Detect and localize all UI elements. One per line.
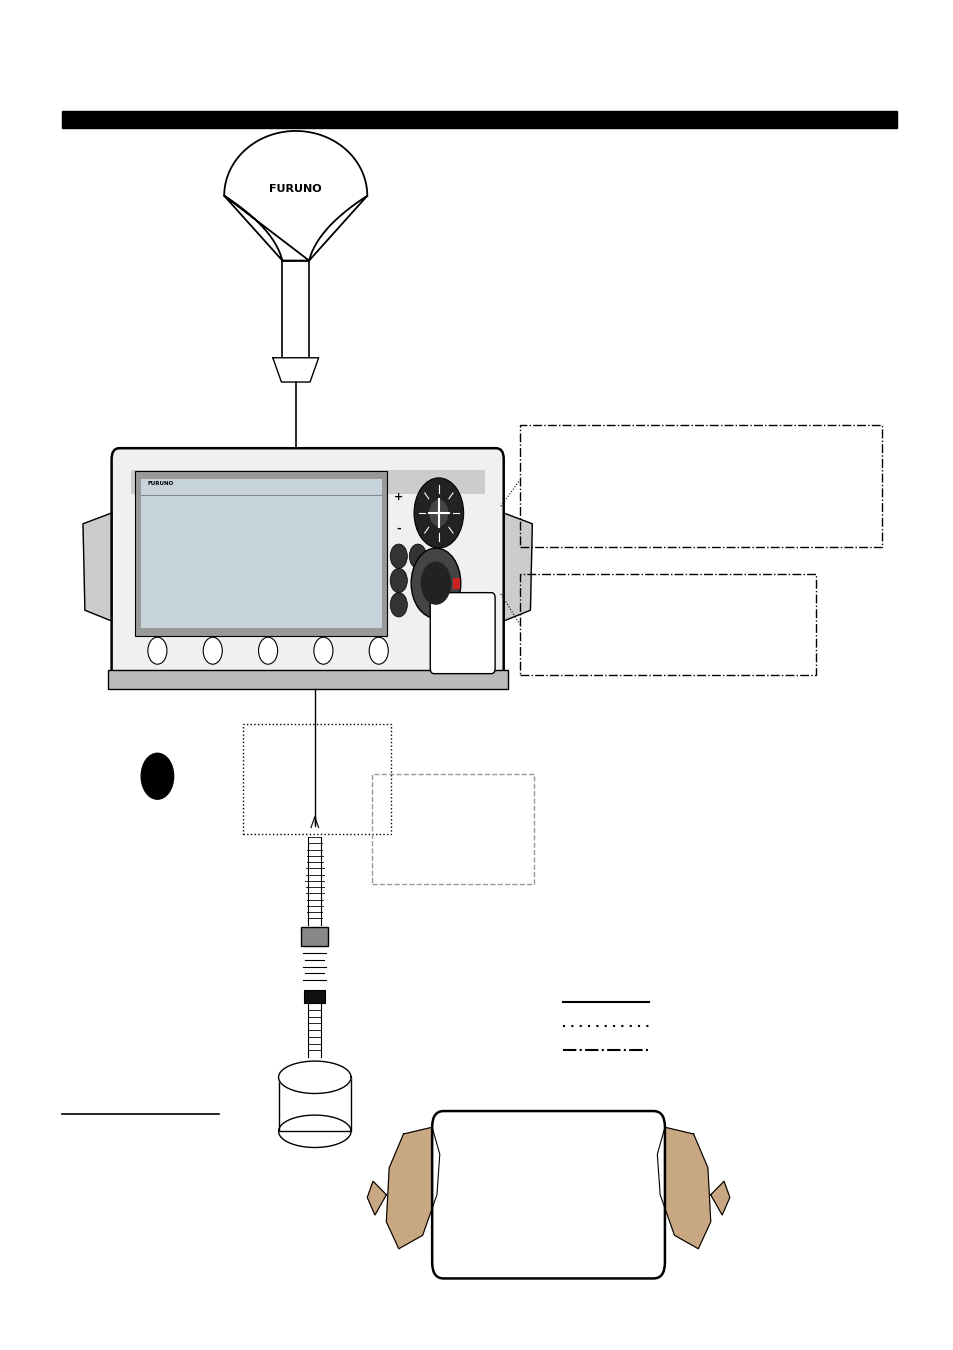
Circle shape bbox=[369, 637, 388, 664]
Circle shape bbox=[258, 637, 277, 664]
Polygon shape bbox=[273, 358, 318, 382]
Circle shape bbox=[411, 548, 460, 618]
Bar bbox=[372, 774, 534, 884]
FancyBboxPatch shape bbox=[112, 448, 503, 686]
Bar bbox=[278, 1077, 351, 1131]
Polygon shape bbox=[503, 513, 532, 621]
Bar bbox=[243, 724, 391, 834]
Text: +: + bbox=[394, 491, 403, 502]
Bar bbox=[453, 578, 459, 589]
Bar bbox=[304, 990, 325, 1003]
Polygon shape bbox=[386, 1127, 439, 1249]
Circle shape bbox=[414, 478, 463, 548]
Circle shape bbox=[420, 562, 451, 605]
FancyBboxPatch shape bbox=[432, 1111, 664, 1278]
Circle shape bbox=[314, 637, 333, 664]
Polygon shape bbox=[83, 513, 112, 621]
Text: -: - bbox=[396, 524, 400, 535]
Circle shape bbox=[390, 593, 407, 617]
Circle shape bbox=[409, 544, 426, 568]
Text: FURUNO: FURUNO bbox=[148, 481, 174, 486]
Polygon shape bbox=[278, 1061, 351, 1094]
FancyBboxPatch shape bbox=[430, 593, 495, 674]
Circle shape bbox=[203, 637, 222, 664]
Circle shape bbox=[390, 568, 407, 593]
Polygon shape bbox=[710, 1181, 729, 1215]
Bar bbox=[108, 670, 507, 688]
Bar bbox=[131, 470, 484, 494]
Bar bbox=[282, 261, 309, 358]
Bar bbox=[301, 927, 328, 946]
Circle shape bbox=[148, 637, 167, 664]
Text: FURUNO: FURUNO bbox=[269, 184, 322, 194]
Circle shape bbox=[429, 500, 448, 526]
Polygon shape bbox=[657, 1127, 710, 1249]
Circle shape bbox=[390, 544, 407, 568]
Polygon shape bbox=[367, 1181, 386, 1215]
Bar bbox=[519, 425, 882, 547]
Circle shape bbox=[141, 753, 173, 799]
Bar bbox=[135, 471, 387, 636]
Polygon shape bbox=[224, 131, 367, 261]
Bar bbox=[141, 479, 381, 628]
Bar bbox=[519, 574, 815, 675]
Bar bbox=[62, 111, 896, 128]
